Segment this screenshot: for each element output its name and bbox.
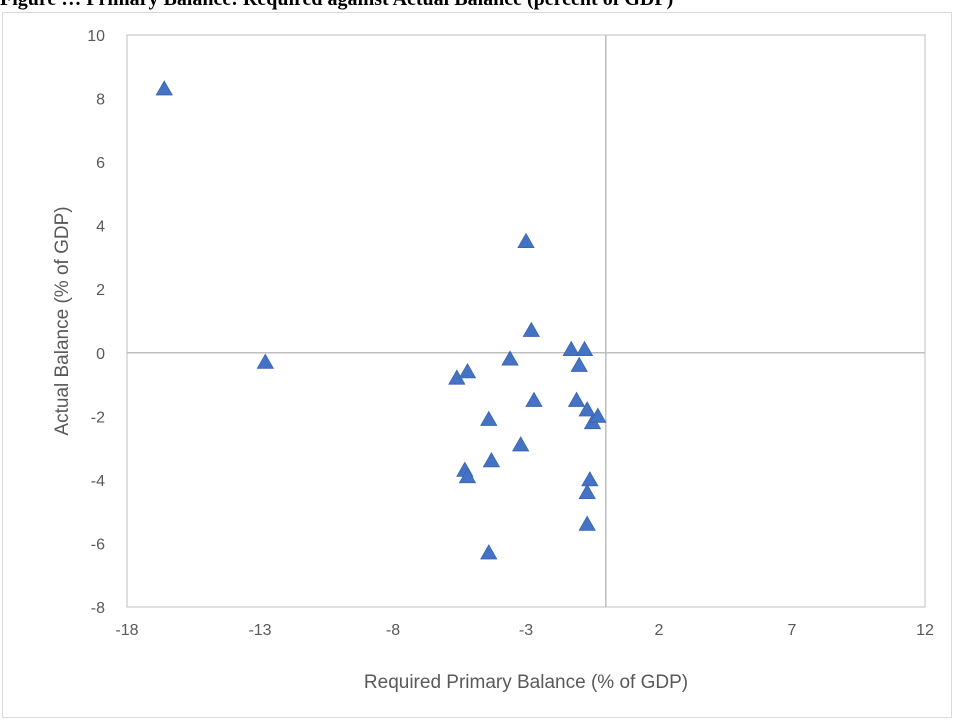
x-tick-label: -13 [248,622,271,639]
y-tick-label: -6 [91,536,105,553]
data-point-marker [482,452,501,468]
data-point-marker [575,340,594,357]
data-point-marker [525,391,543,407]
y-tick-label: 6 [96,155,105,172]
data-point-marker [511,436,530,452]
data-point-marker [578,483,596,500]
y-tick-label: -8 [91,600,105,617]
plot-area-border [126,34,926,608]
x-tick-label: -3 [519,622,533,639]
data-point-marker [155,80,173,96]
data-point-marker [578,401,596,417]
data-point-marker [458,467,477,484]
x-tick-label: 2 [655,622,664,639]
data-point-marker [501,350,519,366]
x-tick-label: 7 [788,622,797,639]
y-tick-label: -2 [91,409,105,426]
data-point-marker [458,363,477,379]
data-point-marker [581,471,599,487]
data-point-marker [480,410,498,426]
data-point-marker [578,515,596,531]
y-tick-label: 10 [87,28,105,45]
data-point-marker [522,321,541,337]
data-point-marker [589,407,607,423]
data-points [155,80,607,560]
y-tick-label: 2 [96,282,105,299]
y-tick-label: -4 [91,473,105,490]
data-point-marker [480,544,498,560]
x-tick-labels: -18 -13 -8 -3 2 7 12 [115,622,934,639]
x-tick-label: -18 [115,622,138,639]
y-tick-label: 0 [96,346,105,363]
data-point-marker [562,340,580,357]
y-tick-label: 4 [96,219,105,236]
figure-caption-strip: Figure … Primary Balance: Required again… [0,0,956,14]
y-axis-title: Actual Balance (% of GDP) [52,206,73,435]
x-axis-title: Required Primary Balance (% of GDP) [364,672,688,693]
figure-caption: Figure … Primary Balance: Required again… [0,0,673,11]
y-tick-label: 8 [96,92,105,109]
data-point-marker [567,391,586,407]
x-tick-label: 12 [916,622,934,639]
data-point-marker [517,232,535,248]
x-tick-label: -8 [386,622,400,639]
data-point-marker [256,353,275,369]
chart-area [2,12,952,718]
y-tick-labels: -8 -6 -4 -2 0 2 4 6 8 10 [87,28,105,617]
data-point-marker [570,356,588,372]
